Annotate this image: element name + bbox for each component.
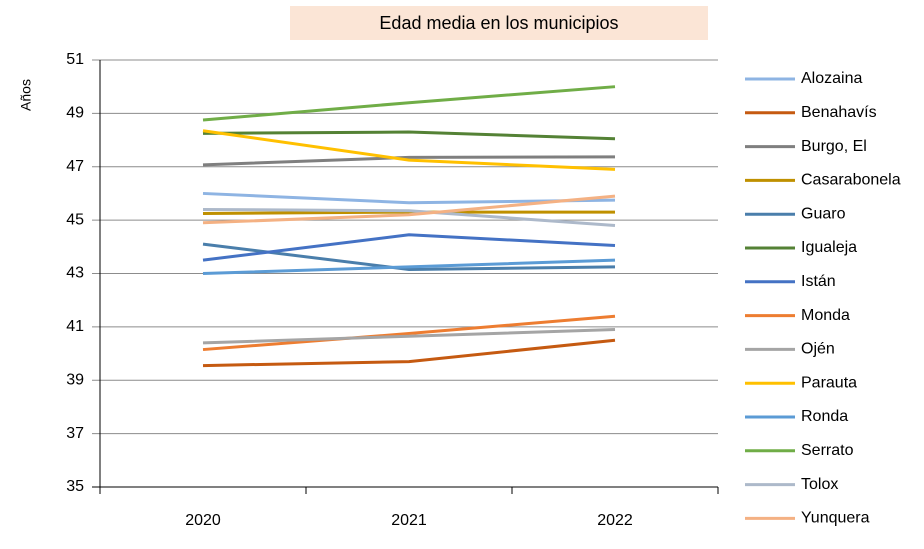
y-tick-label: 45	[66, 211, 84, 228]
series-line	[202, 233, 616, 262]
y-tick-label: 51	[66, 51, 84, 68]
y-tick-label: 47	[66, 158, 84, 175]
series-line	[202, 210, 615, 215]
legend-label: Serrato	[801, 442, 854, 459]
series-line	[202, 129, 616, 171]
y-tick-label: 41	[66, 318, 84, 335]
y-tick-label: 37	[66, 425, 84, 442]
series-line	[202, 194, 616, 225]
legend-label: Burgo, El	[801, 138, 867, 155]
y-tick-label: 43	[66, 265, 84, 282]
y-tick-label: 39	[66, 371, 84, 388]
chart-title: Edad media en los municipios	[379, 13, 618, 33]
y-tick-label: 49	[66, 105, 84, 122]
legend-label: Ojén	[801, 341, 835, 358]
legend-label: Tolox	[801, 476, 838, 493]
series-line	[202, 155, 616, 167]
legend-label: Yunquera	[801, 510, 870, 527]
x-tick-label: 2022	[597, 512, 633, 529]
series-line	[202, 314, 616, 352]
legend-label: Casarabonela	[801, 172, 901, 189]
series-line	[202, 130, 616, 141]
series-line	[202, 338, 616, 368]
x-tick-label: 2021	[391, 512, 427, 529]
series-line	[202, 328, 616, 345]
legend-label: Guaro	[801, 205, 846, 222]
legend-label: Benahavís	[801, 104, 877, 121]
legend-label: Igualeja	[801, 239, 857, 256]
title-box	[290, 6, 708, 40]
legend-label: Istán	[801, 273, 836, 290]
series-line	[202, 258, 616, 275]
series-line	[202, 207, 616, 227]
legend-label: Alozaina	[801, 70, 862, 87]
y-axis-label: Años	[18, 79, 34, 111]
legend-label: Ronda	[801, 408, 848, 425]
x-tick-label: 2020	[185, 512, 221, 529]
y-tick-label: 35	[66, 478, 84, 495]
legend-label: Monda	[801, 307, 850, 324]
legend-label: Parauta	[801, 374, 857, 391]
series-line	[202, 85, 616, 122]
